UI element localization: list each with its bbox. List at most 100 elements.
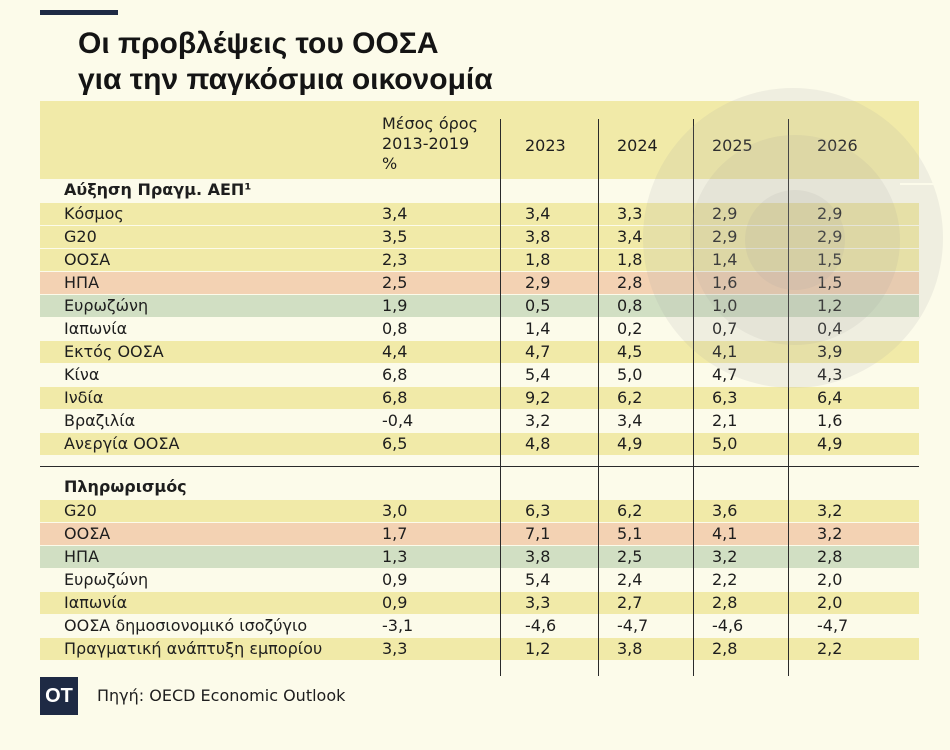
row-label: ΗΠΑ [64, 273, 100, 292]
year-value: 3,4 [617, 411, 643, 430]
year-value: -4,6 [712, 616, 744, 635]
year-column-header: 2026 [817, 136, 858, 155]
section-title: Πληρωρισμός [64, 477, 187, 496]
avg-column-header: % [382, 154, 398, 173]
column-divider [788, 119, 789, 676]
avg-value: 6,8 [382, 388, 408, 407]
row-label: Ιαπωνία [64, 319, 128, 338]
year-value: 4,8 [525, 434, 551, 453]
row-label: Κίνα [64, 365, 100, 384]
column-divider [500, 119, 501, 676]
year-value: 5,0 [617, 365, 643, 384]
year-value: 1,4 [712, 250, 738, 269]
year-value: 2,8 [817, 547, 843, 566]
year-value: 2,9 [817, 204, 843, 223]
year-value: 6,2 [617, 501, 643, 520]
row-band [40, 433, 919, 455]
row-label: ΟΟΣΑ [64, 524, 111, 543]
row-label: G20 [64, 227, 97, 246]
ot-logo: OT [40, 677, 78, 715]
year-value: 2,9 [712, 204, 738, 223]
year-value: 0,8 [617, 296, 643, 315]
year-value: 0,4 [817, 319, 843, 338]
year-value: 4,3 [817, 365, 843, 384]
year-value: 2,8 [617, 273, 643, 292]
column-divider [598, 119, 599, 676]
row-band [40, 523, 919, 545]
year-value: 3,2 [817, 501, 843, 520]
year-value: 5,0 [712, 434, 738, 453]
source-note: Πηγή: OECD Economic Outlook [97, 686, 346, 705]
year-value: 4,9 [817, 434, 843, 453]
avg-value: 6,8 [382, 365, 408, 384]
avg-value: 3,0 [382, 501, 408, 520]
year-value: 2,9 [817, 227, 843, 246]
year-value: 1,0 [712, 296, 738, 315]
row-label: Πραγματική ανάπτυξη εμπορίου [64, 639, 323, 658]
row-band [40, 341, 919, 363]
row-band [40, 295, 919, 317]
avg-value: 2,5 [382, 273, 408, 292]
row-label: Ινδία [64, 388, 104, 407]
year-value: 2,5 [617, 547, 643, 566]
year-value: 1,8 [617, 250, 643, 269]
year-value: 6,4 [817, 388, 843, 407]
year-value: 1,5 [817, 250, 843, 269]
year-value: 3,2 [712, 547, 738, 566]
section-divider [40, 466, 919, 467]
year-value: 6,3 [712, 388, 738, 407]
year-value: 1,6 [817, 411, 843, 430]
row-band [40, 592, 919, 614]
row-label: Εκτός ΟΟΣΑ [64, 342, 164, 361]
year-value: 2,2 [712, 570, 738, 589]
row-label: Κόσμος [64, 204, 124, 223]
avg-value: 0,8 [382, 319, 408, 338]
year-value: 1,5 [817, 273, 843, 292]
year-value: 3,3 [617, 204, 643, 223]
title-line-1: Οι προβλέψεις του ΟΟΣΑ [78, 27, 439, 60]
year-value: 1,8 [525, 250, 551, 269]
year-value: 1,2 [525, 639, 551, 658]
year-value: -4,7 [817, 616, 849, 635]
year-value: 2,8 [712, 639, 738, 658]
avg-column-header: Μέσος όρος [382, 114, 478, 133]
avg-value: -0,4 [382, 411, 414, 430]
year-value: 4,1 [712, 524, 738, 543]
year-value: 1,2 [817, 296, 843, 315]
avg-value: 0,9 [382, 570, 408, 589]
year-value: 2,4 [617, 570, 643, 589]
decorative-stripe [900, 183, 950, 185]
year-value: 4,9 [617, 434, 643, 453]
avg-column-header: 2013-2019 [382, 134, 470, 153]
year-value: 3,9 [817, 342, 843, 361]
year-value: 3,8 [525, 227, 551, 246]
year-value: 4,1 [712, 342, 738, 361]
section-title: Αύξηση Πραγμ. ΑΕΠ¹ [64, 180, 252, 199]
avg-value: 1,3 [382, 547, 408, 566]
row-label: ΟΟΣΑ δημοσιονομικό ισοζύγιο [64, 616, 308, 635]
row-band [40, 500, 919, 522]
row-label: Ανεργία ΟΟΣΑ [64, 434, 180, 453]
column-divider [693, 119, 694, 676]
top-accent-bar [40, 10, 118, 15]
year-value: 9,2 [525, 388, 551, 407]
year-value: 2,7 [617, 593, 643, 612]
row-label: Βραζιλία [64, 411, 136, 430]
row-band [40, 546, 919, 568]
row-label: G20 [64, 501, 97, 520]
year-value: -4,7 [617, 616, 649, 635]
year-column-header: 2023 [525, 136, 566, 155]
avg-value: 2,3 [382, 250, 408, 269]
year-value: 3,8 [525, 547, 551, 566]
avg-value: -3,1 [382, 616, 414, 635]
row-band [40, 272, 919, 294]
year-value: 3,4 [617, 227, 643, 246]
year-value: 5,1 [617, 524, 643, 543]
year-value: 6,3 [525, 501, 551, 520]
year-column-header: 2024 [617, 136, 658, 155]
title-line-2: για την παγκόσμια οικονομία [78, 63, 493, 96]
row-band [40, 203, 919, 225]
page-title: Οι προβλέψεις του ΟΟΣΑ για την παγκόσμια… [78, 26, 493, 98]
year-value: 3,6 [712, 501, 738, 520]
year-value: 6,2 [617, 388, 643, 407]
